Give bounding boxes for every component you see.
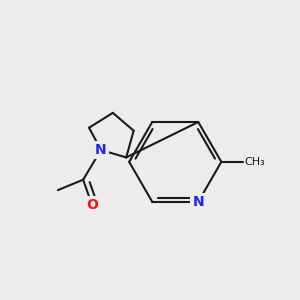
Text: N: N	[193, 195, 204, 209]
Text: CH₃: CH₃	[244, 157, 265, 167]
Text: O: O	[86, 198, 98, 212]
Text: N: N	[95, 143, 107, 157]
